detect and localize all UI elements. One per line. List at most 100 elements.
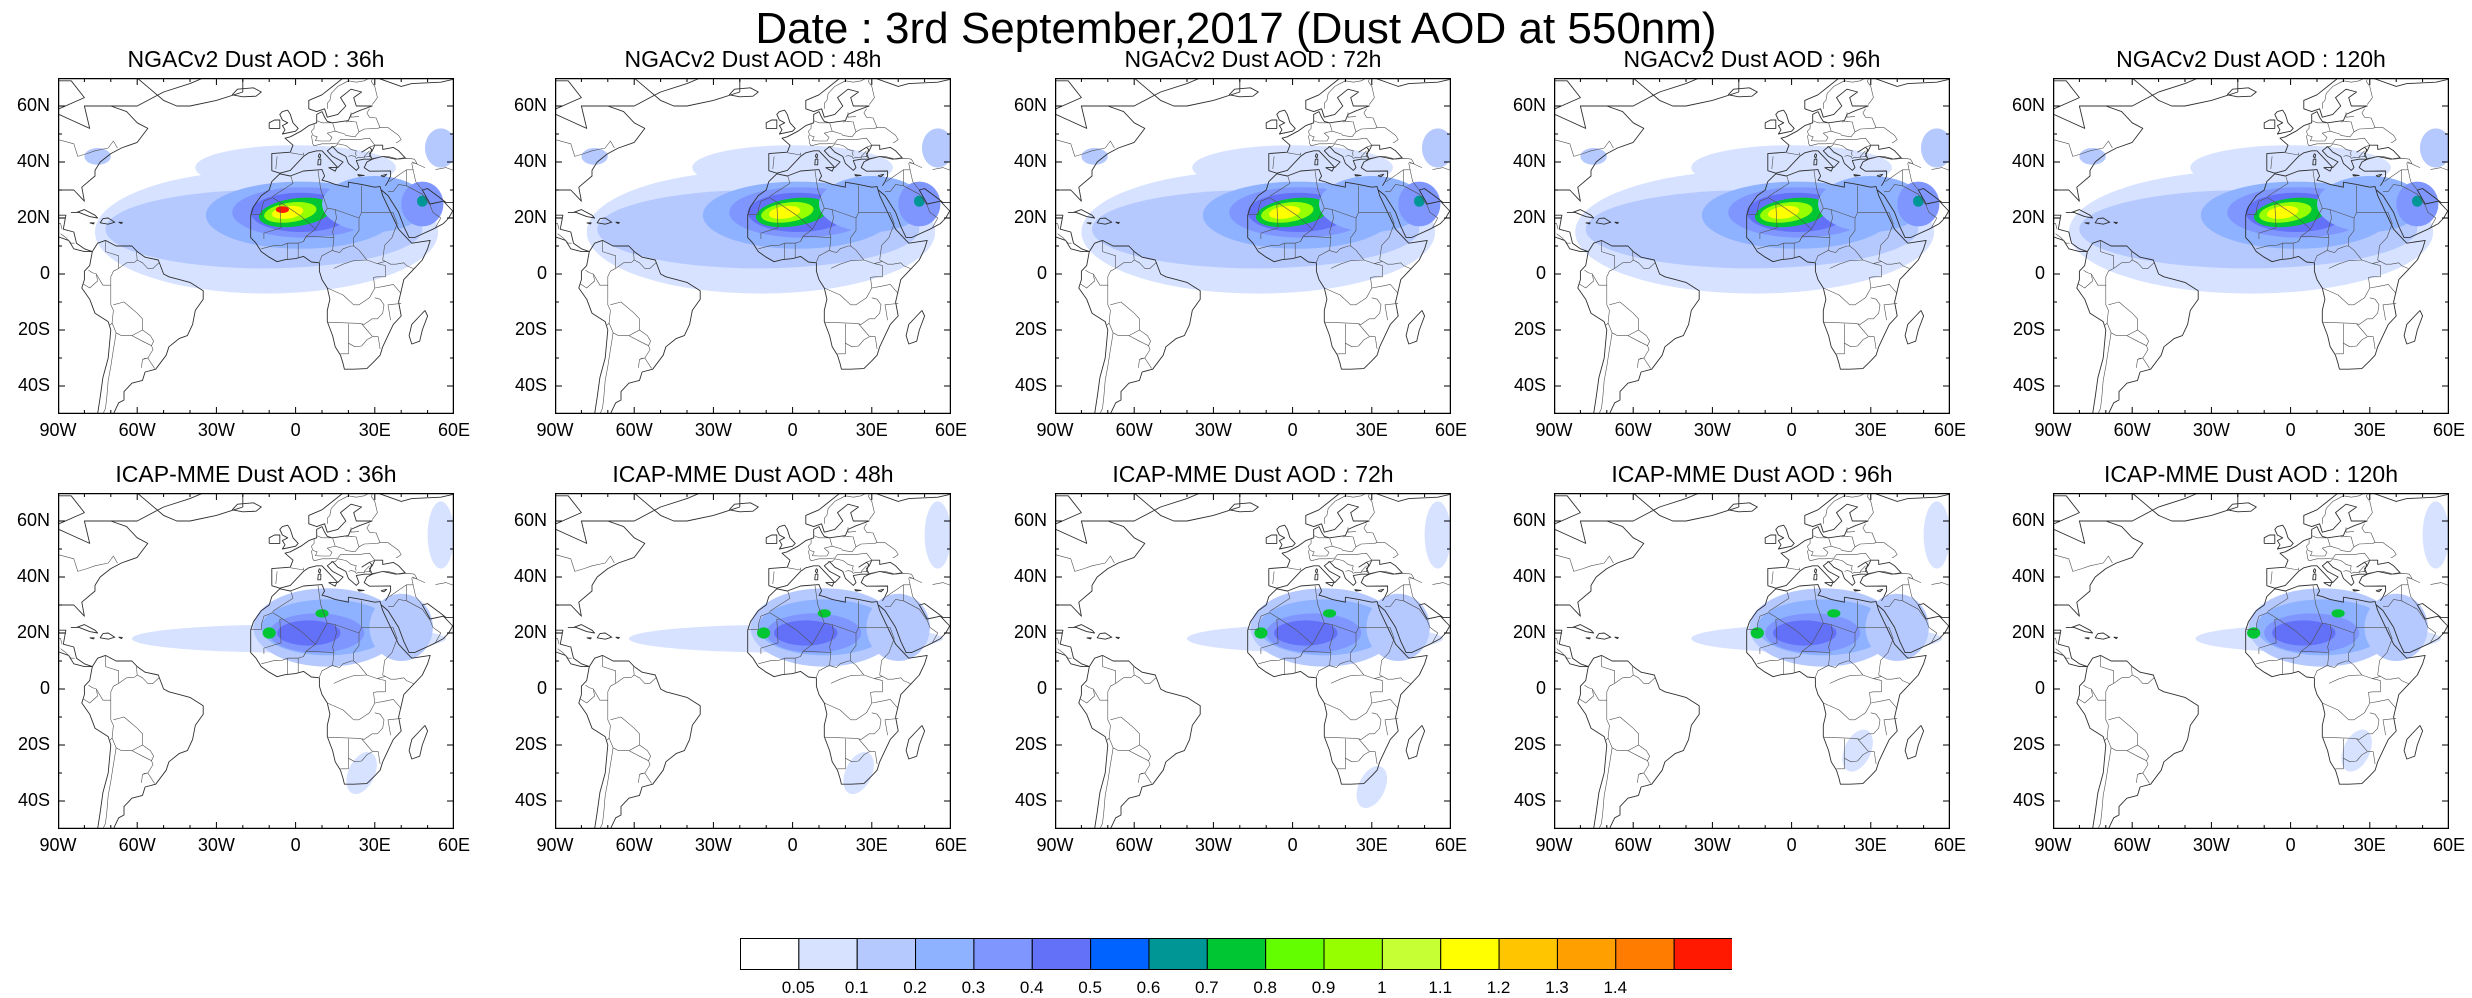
lat-tick-label: 60N	[1512, 95, 1546, 115]
coastlines	[1554, 493, 1950, 829]
country-borders	[1554, 78, 1950, 414]
aod-field	[131, 501, 454, 795]
dust-aod-contour	[1319, 176, 1425, 232]
dust-aod-contour	[346, 751, 377, 795]
lon-tick-label: 30W	[1194, 835, 1232, 855]
country-borders	[1055, 493, 1451, 829]
dust-aod-contour	[843, 751, 874, 795]
dust-aod-contour	[262, 627, 276, 639]
dust-aod-map	[1554, 493, 1950, 829]
lat-tick-label: 0	[1535, 678, 1546, 698]
dust-aod-contour	[2422, 501, 2449, 569]
lat-tick-label: 40N	[2011, 566, 2045, 586]
lon-tick-label: 0	[787, 835, 798, 855]
axis-ticks	[58, 493, 454, 829]
dust-aod-contour	[1865, 593, 1929, 661]
lon-tick-label: 0	[1287, 835, 1298, 855]
aod-field	[2068, 128, 2449, 294]
dust-aod-contour	[921, 128, 951, 168]
lon-tick-label: 90W	[536, 835, 574, 855]
colorbar	[740, 938, 1732, 970]
lon-tick-label: 90W	[39, 420, 77, 440]
lat-tick-label: 0	[39, 263, 50, 283]
panel-title: ICAP-MME Dust AOD : 120h	[2104, 461, 2398, 487]
lat-tick-label: 40N	[1512, 566, 1546, 586]
lon-tick-label: 0	[1786, 420, 1797, 440]
lon-tick-label: 30E	[2353, 835, 2386, 855]
coastlines	[2053, 493, 2449, 829]
coastlines	[2053, 78, 2449, 414]
dust-aod-contour	[315, 609, 329, 618]
lon-tick-label: 30E	[1355, 835, 1388, 855]
lon-tick-label: 0	[2285, 420, 2296, 440]
lon-tick-label: 60E	[1434, 835, 1468, 855]
dust-aod-contour	[866, 593, 930, 661]
colorbar-swatch	[1381, 938, 1442, 970]
lon-tick-label: 90W	[2034, 835, 2072, 855]
lat-tick-label: 40S	[1014, 375, 1047, 395]
axis-ticks	[555, 493, 951, 829]
lon-tick-label: 60W	[1614, 835, 1652, 855]
lat-tick-label: 20S	[514, 319, 547, 339]
dust-aod-contour	[427, 501, 454, 569]
lat-tick-label: 60N	[1013, 510, 1047, 530]
axis-ticks	[2053, 493, 2449, 829]
lon-tick-label: 60W	[118, 835, 156, 855]
panel-title: ICAP-MME Dust AOD : 48h	[612, 461, 894, 487]
lon-tick-label: 0	[1786, 835, 1797, 855]
lat-tick-label: 0	[1036, 263, 1047, 283]
colorbar-swatch	[1148, 938, 1208, 970]
lon-tick-label: 30W	[197, 420, 235, 440]
lon-tick-label: 60W	[615, 835, 653, 855]
dust-aod-contour	[1827, 609, 1841, 618]
lat-tick-label: 40N	[513, 566, 547, 586]
map-panel: ICAP-MME Dust AOD : 72h 60N 40N 20N 0 20S 40S 9…	[1014, 461, 1467, 855]
colorbar-swatch	[1615, 938, 1675, 970]
coastlines	[58, 493, 454, 829]
lat-tick-label: 60N	[1512, 510, 1546, 530]
country-borders	[1554, 493, 1950, 829]
country-borders	[555, 493, 951, 829]
dust-aod-contour	[1750, 627, 1764, 639]
dust-aod-map	[58, 493, 454, 829]
dust-aod-contour	[369, 593, 433, 661]
lat-tick-label: 20N	[16, 207, 50, 227]
lat-tick-label: 40S	[514, 375, 547, 395]
colorbar-tick-label: 0.2	[903, 978, 927, 997]
dust-aod-contour	[1322, 609, 1337, 618]
dust-aod-map	[1055, 78, 1451, 414]
lon-tick-label: 0	[290, 420, 301, 440]
lat-tick-label: 60N	[513, 95, 547, 115]
colorbar-swatch	[1323, 938, 1383, 970]
lat-tick-label: 40N	[1512, 151, 1546, 171]
figure-title: Date : 3rd September,2017 (Dust AOD at 5…	[755, 4, 1717, 53]
aod-field	[628, 501, 951, 795]
coastlines	[1055, 493, 1451, 829]
axis-ticks	[1554, 493, 1950, 829]
lat-tick-label: 40S	[2012, 375, 2045, 395]
lat-tick-label: 40S	[17, 375, 50, 395]
lat-tick-label: 20N	[1013, 207, 1047, 227]
lon-tick-label: 90W	[1036, 420, 1074, 440]
coastlines	[1055, 78, 1451, 414]
lon-tick-label: 60W	[1115, 420, 1153, 440]
colorbar-tick-label: 1.4	[1603, 978, 1628, 997]
lat-tick-label: 0	[2034, 678, 2045, 698]
panel-title: NGACv2 Dust AOD : 120h	[2116, 46, 2386, 72]
lon-tick-label: 0	[2285, 835, 2296, 855]
dust-aod-contour	[1424, 501, 1451, 569]
lon-tick-label: 30E	[1355, 420, 1388, 440]
lat-tick-label: 20S	[1014, 734, 1047, 754]
colorbar-swatch	[856, 938, 917, 970]
dust-aod-contour	[1923, 501, 1950, 569]
coastlines	[1554, 78, 1950, 414]
dust-aod-contour	[2331, 609, 2345, 618]
panel-title: NGACv2 Dust AOD : 72h	[1124, 46, 1382, 72]
panel-title: NGACv2 Dust AOD : 96h	[1623, 46, 1881, 72]
dust-aod-contour	[819, 176, 925, 232]
lon-tick-label: 30E	[1854, 835, 1887, 855]
lon-tick-label: 60W	[1115, 835, 1153, 855]
map-panel: ICAP-MME Dust AOD : 36h 60N 40N 20N 0 20S 40S 9…	[17, 461, 470, 855]
dust-aod-contour	[2364, 593, 2428, 661]
lon-tick-label: 30E	[855, 835, 888, 855]
